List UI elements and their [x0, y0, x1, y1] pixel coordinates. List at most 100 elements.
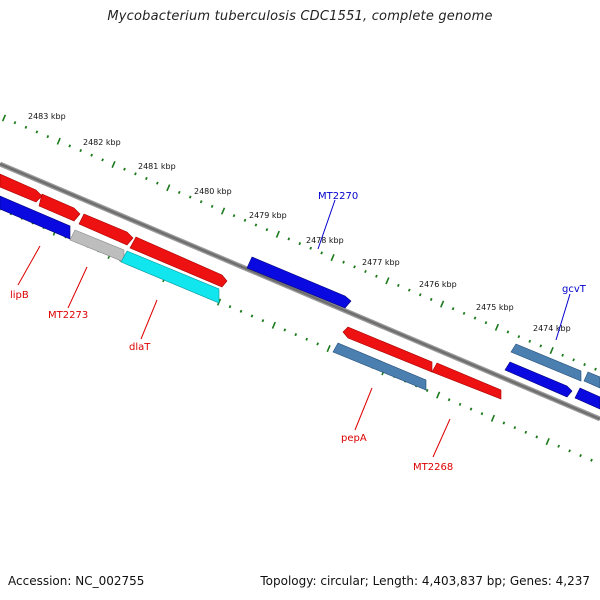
major-tick: [220, 207, 226, 215]
gene-arrow[interactable]: [332, 342, 427, 391]
minor-tick: [407, 288, 411, 292]
gene-label-dlaT[interactable]: dlaT: [129, 342, 151, 353]
minor-tick: [243, 218, 247, 222]
minor-tick: [397, 283, 400, 288]
gene-arrow[interactable]: [504, 361, 573, 398]
minor-tick: [250, 314, 254, 318]
minor-tick: [484, 321, 488, 325]
minor-tick: [572, 358, 575, 362]
minor-tick: [188, 195, 192, 199]
minor-tick: [265, 228, 269, 232]
ruler-label: 2479 kbp: [249, 211, 287, 220]
ruler-label: 2478 kbp: [306, 236, 344, 245]
minor-tick: [232, 214, 236, 218]
gene-label-pepA[interactable]: pepA: [341, 433, 367, 444]
minor-tick: [535, 435, 539, 439]
major-tick: [166, 184, 171, 192]
minor-tick: [462, 311, 466, 315]
minor-tick: [134, 172, 137, 176]
major-tick: [545, 438, 550, 446]
minor-tick: [473, 316, 477, 320]
minor-tick: [524, 430, 528, 434]
minor-tick: [177, 190, 181, 194]
gene-label-MT2270[interactable]: MT2270: [318, 191, 358, 202]
minor-tick: [210, 204, 214, 208]
minor-tick: [458, 402, 462, 406]
ruler-label: 2475 kbp: [476, 303, 514, 312]
minor-tick: [287, 237, 291, 241]
minor-tick: [506, 330, 510, 334]
minor-tick: [353, 265, 356, 269]
genome-backbone: [0, 161, 600, 422]
minor-tick: [228, 305, 232, 309]
gene-label-MT2273[interactable]: MT2273: [48, 310, 88, 321]
major-tick: [490, 414, 496, 422]
minor-tick: [309, 246, 313, 250]
major-tick: [385, 277, 390, 285]
major-tick: [494, 323, 500, 331]
major-tick: [275, 230, 280, 238]
minor-tick: [24, 125, 28, 129]
accession-text: Accession: NC_002755: [8, 574, 145, 588]
gene-arrow[interactable]: [38, 193, 81, 222]
minor-tick: [502, 421, 506, 425]
gene-arrow[interactable]: [78, 213, 134, 246]
minor-tick: [283, 328, 287, 332]
major-tick: [1, 114, 7, 122]
major-tick: [111, 160, 116, 169]
gene-label-gcvT[interactable]: gcvT: [562, 284, 587, 295]
minor-tick: [594, 367, 597, 371]
ruler-label: 2476 kbp: [419, 280, 457, 289]
minor-tick: [418, 293, 422, 297]
minor-tick: [364, 269, 367, 274]
major-tick: [271, 321, 276, 329]
minor-tick: [101, 158, 104, 162]
ruler-label: 2480 kbp: [194, 187, 232, 196]
ruler-label: 2481 kbp: [138, 162, 176, 171]
gene-arrow[interactable]: [431, 362, 502, 400]
minor-tick: [429, 297, 433, 301]
minor-tick: [239, 309, 243, 313]
minor-tick: [305, 337, 309, 341]
major-tick: [326, 345, 331, 353]
gene-arrow[interactable]: [0, 195, 71, 240]
minor-tick: [156, 181, 159, 185]
ruler-label: 2477 kbp: [362, 258, 400, 267]
minor-tick: [46, 135, 50, 139]
minor-tick: [557, 444, 560, 448]
label-leaders: [17, 199, 571, 458]
minor-tick: [539, 344, 543, 348]
minor-tick: [469, 407, 473, 411]
minor-tick: [528, 339, 532, 343]
minor-tick: [316, 342, 320, 346]
major-tick: [549, 347, 554, 355]
gene-arrow[interactable]: [342, 326, 433, 373]
major-tick: [330, 254, 335, 262]
minor-tick: [320, 251, 324, 255]
gene-arrow[interactable]: [246, 256, 352, 309]
minor-tick: [261, 319, 265, 323]
minor-tick: [375, 274, 378, 278]
gene-arrow[interactable]: [0, 173, 43, 203]
ruler-label: 2474 kbp: [533, 324, 571, 333]
gene-label-MT2268[interactable]: MT2268: [413, 462, 453, 473]
ruler-labels: 2483 kbp 2482 kbp 2481 kbp 2480 kbp 2479 kbp…: [28, 112, 571, 333]
gene-arrow[interactable]: [574, 387, 600, 410]
minor-tick: [68, 144, 72, 148]
gene-label-lipB[interactable]: lipB: [10, 290, 29, 301]
minor-tick: [480, 412, 484, 416]
gene-arrow[interactable]: [510, 343, 582, 382]
minor-tick: [294, 333, 298, 337]
minor-tick: [447, 398, 451, 402]
major-tick: [440, 300, 445, 308]
minor-tick: [590, 458, 593, 462]
gene-arrow[interactable]: [583, 371, 600, 389]
gene-arrow[interactable]: [120, 250, 220, 304]
map-title: Mycobacterium tuberculosis CDC1551, comp…: [107, 9, 493, 24]
gene-arrow[interactable]: [129, 236, 228, 288]
minor-tick: [425, 388, 429, 392]
minor-tick: [79, 149, 83, 153]
minor-tick: [583, 362, 586, 367]
genome-summary-text: Topology: circular; Length: 4,403,837 bp…: [260, 574, 590, 588]
